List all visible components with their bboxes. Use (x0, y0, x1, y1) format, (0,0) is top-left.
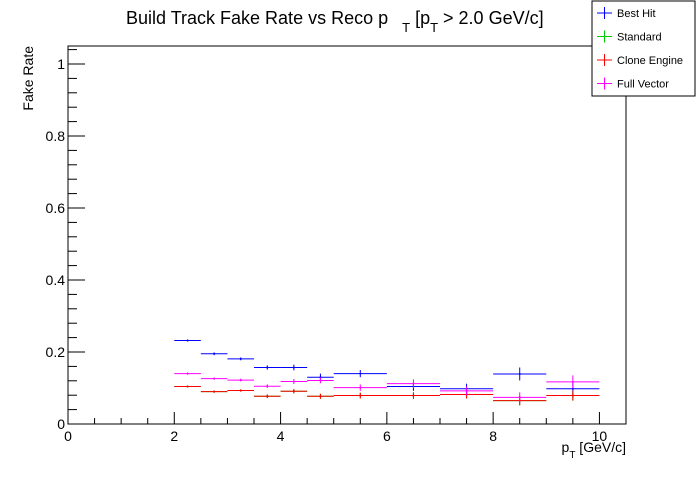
data-marker (266, 385, 269, 388)
data-point-full-vector (333, 384, 387, 391)
data-point-clone-engine (307, 393, 334, 399)
data-point-full-vector (254, 384, 281, 388)
data-point-full-vector (227, 378, 254, 382)
data-marker (292, 380, 295, 383)
data-marker (518, 396, 521, 399)
data-marker (239, 357, 242, 360)
chart-title-suffix: > 2.0 GeV/c] (438, 8, 544, 28)
x-axis-label-rest: [GeV/c] (575, 439, 626, 455)
y-tick-label: 0.8 (46, 128, 66, 144)
data-marker (266, 395, 269, 398)
legend-entry-clone-engine: Clone Engine (597, 54, 683, 67)
legend-label-full-vector: Full Vector (617, 79, 669, 91)
data-point-best-hit (227, 357, 254, 361)
legend-label-clone-engine: Clone Engine (617, 55, 683, 67)
legend: Best Hit Standard Clone Engine Full Vector (591, 0, 696, 97)
plot-frame (67, 45, 627, 425)
y-tick-label: 0.2 (46, 344, 66, 360)
data-point-full-vector (200, 377, 228, 380)
data-point-clone-engine (280, 389, 308, 394)
x-tick-label: 4 (277, 428, 285, 444)
legend-label-best-hit: Best Hit (617, 8, 656, 20)
data-marker (319, 395, 322, 398)
x-tick-label: 6 (383, 428, 391, 444)
legend-entry-full-vector: Full Vector (597, 77, 669, 91)
series-clone-engine (174, 385, 600, 406)
y-tick-label: 0.6 (46, 200, 66, 216)
legend-label-standard: Standard (617, 32, 662, 44)
data-point-full-vector (546, 375, 600, 389)
data-marker (465, 389, 468, 392)
data-marker (186, 385, 189, 388)
data-point-best-hit (333, 370, 387, 378)
data-marker (518, 372, 521, 375)
axes: 0 2 4 6 8 10 0 0.2 0.4 0.6 0.8 1 (46, 45, 627, 444)
data-marker (266, 366, 269, 369)
data-point-clone-engine (333, 392, 387, 399)
y-tick-label: 0.4 (46, 272, 66, 288)
data-marker (292, 366, 295, 369)
data-point-full-vector (174, 372, 201, 375)
data-point-clone-engine (386, 392, 440, 399)
data-marker (412, 394, 415, 397)
data-marker (359, 386, 362, 389)
data-point-clone-engine (254, 394, 281, 399)
legend-entry-standard: Standard (597, 30, 662, 44)
data-marker (319, 379, 322, 382)
data-marker (571, 394, 574, 397)
data-marker (412, 382, 415, 385)
data-point-best-hit (174, 339, 201, 342)
y-axis-label: Fake Rate (20, 46, 36, 111)
data-marker (571, 380, 574, 383)
legend-box (591, 0, 696, 97)
series-best-hit (174, 339, 600, 395)
x-axis-label: pT [GeV/c] (562, 439, 626, 461)
chart-title-middle-sub: T (430, 20, 438, 35)
data-point-full-vector (493, 392, 547, 403)
x-tick-label: 10 (592, 428, 608, 444)
x-axis-label-sub: T (569, 450, 575, 461)
y-tick-label: 0 (57, 416, 65, 432)
x-tick-label: 8 (489, 428, 497, 444)
chart-title-prefix-sub: T (402, 20, 410, 35)
series-full-vector (174, 372, 600, 403)
data-point-best-hit (280, 364, 308, 371)
data-marker (213, 390, 216, 393)
data-point-full-vector (280, 379, 308, 385)
data-marker (292, 390, 295, 393)
chart-title-middle: [p (410, 8, 430, 28)
y-tick-label: 1 (57, 56, 65, 72)
data-point-clone-engine (200, 390, 228, 393)
data-point-best-hit (254, 365, 281, 370)
data-marker (359, 372, 362, 375)
data-point-clone-engine (546, 390, 600, 401)
data-marker (213, 352, 216, 355)
data-marker (213, 377, 216, 380)
data-point-full-vector (386, 379, 440, 388)
data-point-best-hit (200, 352, 228, 356)
data-point-full-vector (440, 386, 494, 396)
data-point-full-vector (307, 377, 334, 384)
chart-title-prefix: Build Track Fake Rate vs Reco p (126, 8, 388, 28)
data-marker (239, 389, 242, 392)
x-tick-label: 0 (64, 428, 72, 444)
x-tick-label: 2 (170, 428, 178, 444)
chart-title: Build Track Fake Rate vs Reco p T [pT > 2… (126, 8, 544, 35)
data-marker (186, 339, 189, 342)
data-points (174, 339, 600, 406)
x-axis-label-main: p (562, 439, 570, 455)
data-marker (186, 372, 189, 375)
data-marker (359, 394, 362, 397)
data-marker (239, 379, 242, 382)
data-point-clone-engine (174, 385, 201, 388)
legend-entry-best-hit: Best Hit (597, 7, 656, 20)
data-point-clone-engine (227, 389, 254, 392)
data-point-best-hit (493, 367, 547, 381)
legend-entries: Best Hit Standard Clone Engine Full Vector (597, 7, 683, 91)
